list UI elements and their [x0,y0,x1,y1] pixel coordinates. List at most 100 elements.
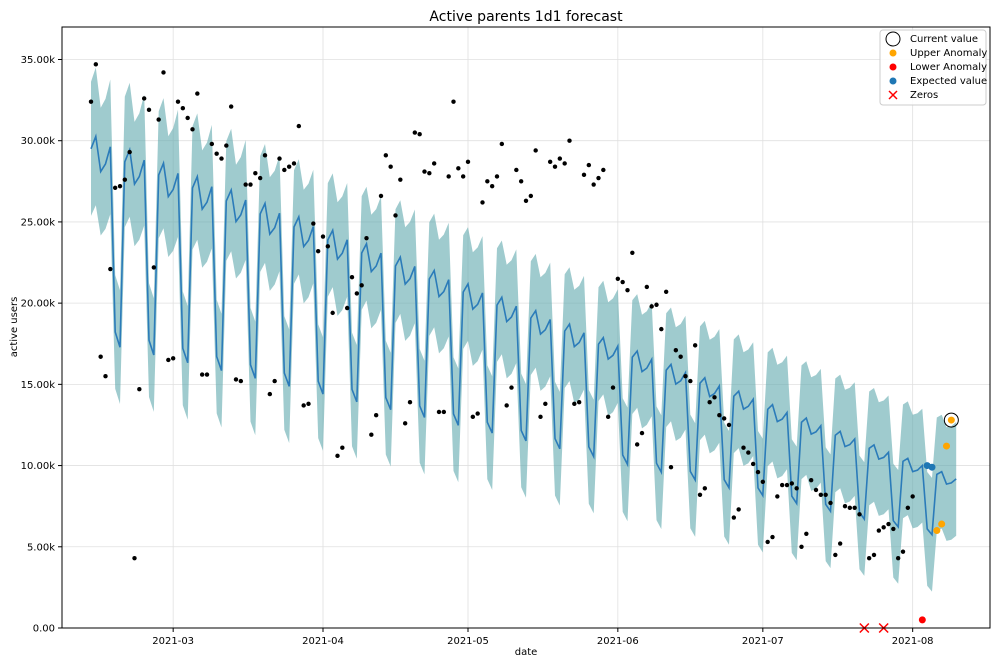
actual-point [98,354,103,359]
actual-point [794,486,799,491]
actual-point [402,421,408,426]
actual-point [615,276,621,281]
actual-point [132,555,137,561]
actual-point [833,552,838,558]
actual-point [813,487,819,493]
actual-point [301,403,306,408]
x-tick-label: 2021-05 [447,636,489,647]
actual-point [852,505,857,510]
actual-point [808,477,814,483]
actual-point [282,167,287,173]
actual-point [238,378,244,384]
forecast-line [90,133,957,537]
actual-point [257,175,263,181]
actual-point [576,400,582,405]
actual-point [422,169,427,174]
current-value-marker [943,412,959,428]
actual-point [866,555,872,561]
actual-point [320,234,326,239]
actual-point [659,326,664,332]
actual-point [673,348,679,353]
actual-point [344,305,350,311]
actual-point [572,401,577,407]
forecast-band-layer [91,67,957,592]
actual-point [581,172,587,178]
actual-point [509,385,514,390]
legend-current-label: Current value [910,34,978,45]
actual-point [485,179,490,184]
actual-point [108,266,113,272]
actual-point [871,552,877,558]
actual-point [170,356,176,361]
actual-point [818,492,824,498]
actual-point [562,161,567,166]
actual-point [398,177,403,182]
actual-point [726,422,732,428]
actual-point [881,525,886,530]
actual-point [228,104,234,109]
actual-point [480,200,485,205]
legend-lower-marker [889,63,897,71]
actual-point [335,453,340,459]
y-tick-label: 15.00k [21,380,56,391]
grid-lines [62,27,990,629]
actual-point [195,91,200,96]
actual-point [591,182,596,187]
actual-point [199,372,205,377]
actual-point [388,164,393,169]
actual-point [644,284,650,290]
actual-point [605,414,611,420]
actual-point [151,265,157,270]
actual-point [552,164,558,169]
legend-current-marker [885,31,901,47]
actual-point [567,138,572,143]
actual-point [359,283,364,288]
actual-point [630,250,635,255]
actual-point [823,492,828,498]
actual-point [639,430,645,436]
actual-point [330,310,335,316]
upper-anomaly-point [933,527,941,535]
actual-point [731,515,737,520]
actual-point [354,291,360,296]
actual-point [905,505,911,510]
actual-point [518,179,524,184]
actual-point [721,416,727,421]
legend-zeros-marker [888,90,898,100]
actual-point [736,507,741,512]
actual-point [596,175,601,181]
actual-point [185,115,190,121]
actual-point [746,450,751,455]
actual-point [137,387,142,392]
actual-point [451,99,456,104]
actual-point [267,391,273,397]
x-tick-label: 2021-03 [152,636,194,647]
x-tick-label: 2021-08 [892,636,934,647]
y-tick-label: 30.00k [21,136,56,147]
x-axis-ticks: 2021-03 2021-04 2021-05 2021-06 2021-07 2021-… [152,628,934,647]
actual-point [750,461,756,467]
actual-point [494,174,500,179]
actual-point [760,479,766,485]
actual-point [876,528,882,533]
actual-point [465,159,471,165]
actual-point [775,494,780,499]
actual-point [417,132,422,137]
actual-point [441,409,447,415]
y-axis-label: active users [9,297,20,358]
actual-point [717,413,722,418]
actual-point [707,400,712,405]
actual-point [262,153,268,158]
upper-anomaly-point [943,442,950,450]
actual-point [470,414,476,420]
actual-point [900,549,906,554]
actual-points-layer [88,62,915,561]
actual-point [427,170,432,176]
actual-point [837,541,843,546]
actual-point [475,411,480,416]
legend: Current value Upper Anomaly Lower Anomal… [879,29,987,106]
actual-point [799,544,804,549]
actual-point [103,374,108,379]
actual-point [504,403,509,408]
